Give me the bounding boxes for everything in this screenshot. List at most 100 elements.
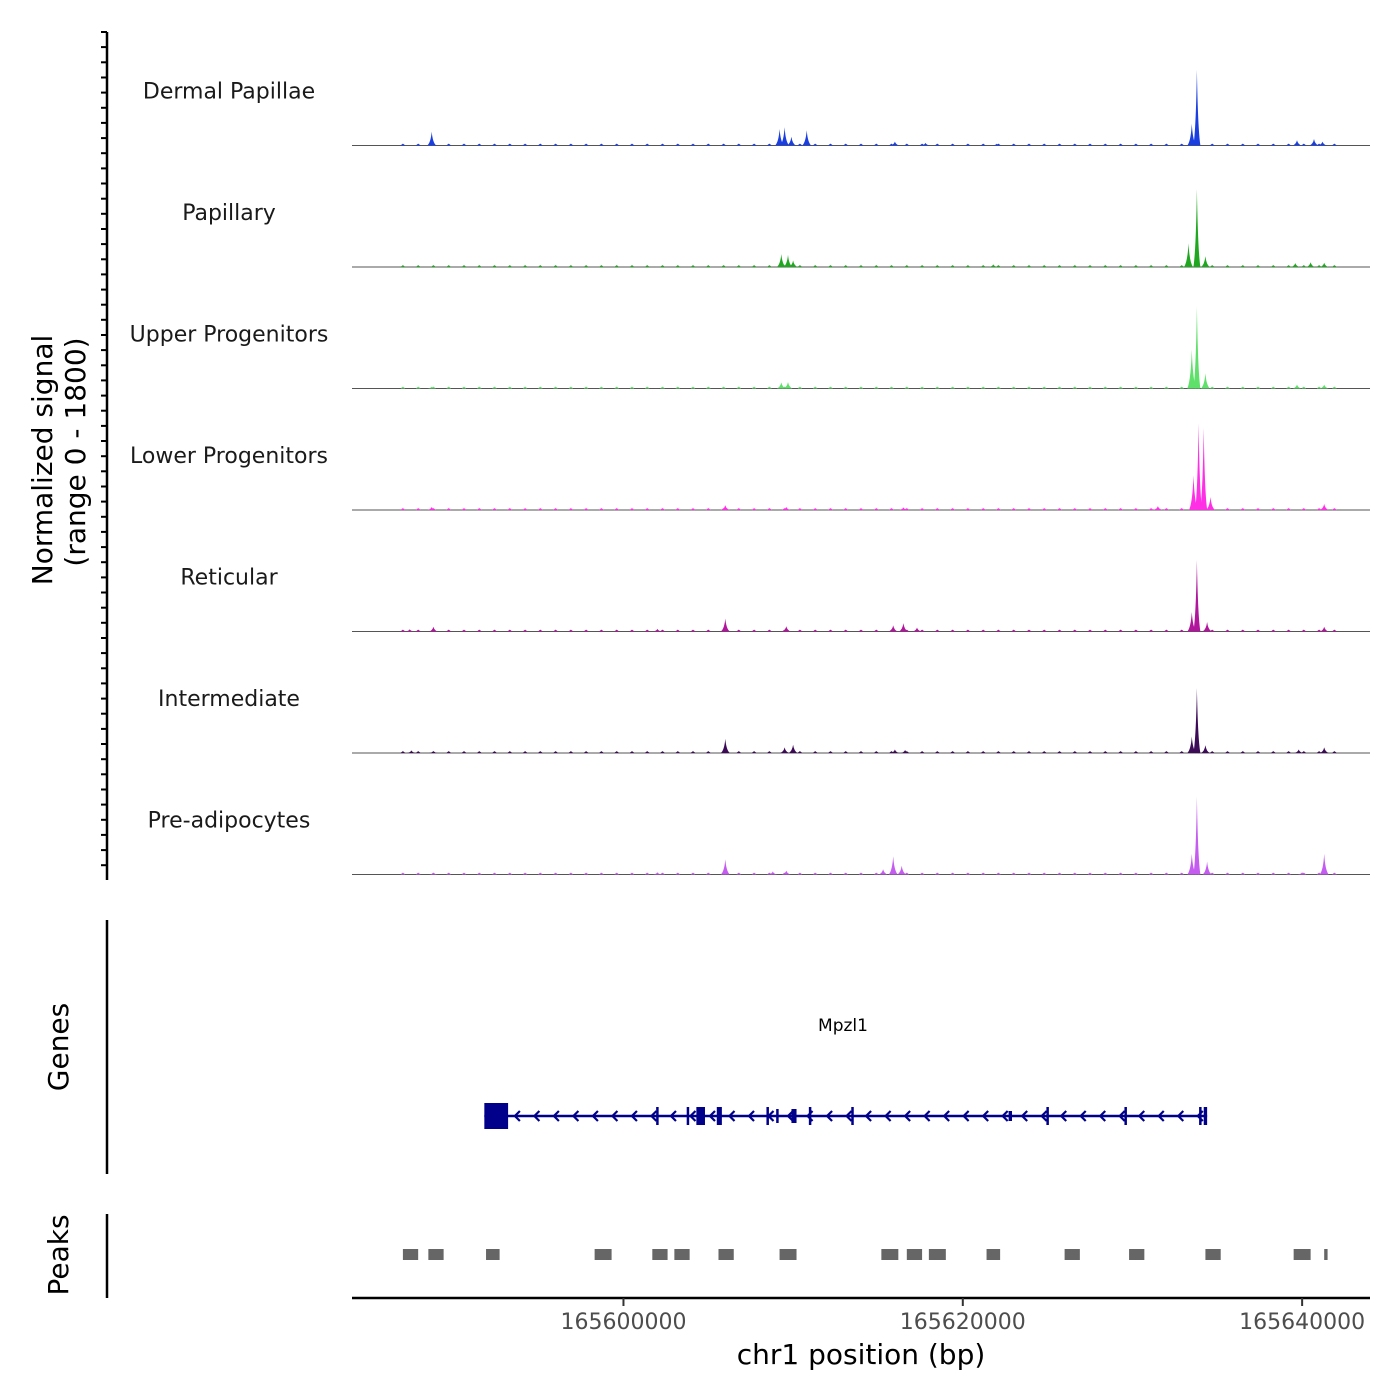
- track-noise-papillary: [400, 265, 1337, 268]
- signal-peak: [781, 507, 791, 510]
- signal-peak: [783, 254, 793, 267]
- peak-region: [594, 1249, 612, 1260]
- track-dermal-papillae: Dermal Papillae: [143, 69, 1370, 146]
- exon: [696, 1107, 705, 1125]
- strand-arrow: [884, 1110, 892, 1122]
- signal-peak: [652, 628, 662, 632]
- exon: [1008, 1111, 1013, 1121]
- peak-region: [906, 1249, 923, 1260]
- signal-tracks: Dermal Papillae Papillary Upper Progenitor…: [130, 69, 1370, 875]
- peak-region: [402, 1249, 419, 1260]
- signal-peak: [1193, 69, 1201, 146]
- strand-arrow: [1079, 1110, 1087, 1122]
- signal-peak: [897, 865, 907, 875]
- signal-peak: [1193, 306, 1201, 389]
- x-axis-ticks: 165600000 165620000 165640000: [560, 1298, 1365, 1335]
- signal-peak: [1294, 749, 1304, 753]
- track-label-intermediate: Intermediate: [158, 687, 300, 712]
- signal-peak: [1153, 506, 1163, 510]
- strand-arrow: [571, 1110, 580, 1122]
- strand-arrow: [786, 1110, 794, 1122]
- signal-peak: [1184, 243, 1193, 267]
- signal-peak: [1306, 262, 1316, 267]
- strand-arrow: [747, 1110, 755, 1122]
- signal-peak: [890, 749, 900, 753]
- strand-arrow: [669, 1110, 677, 1122]
- signal-peak: [1319, 503, 1329, 510]
- signal-peak: [1187, 736, 1197, 753]
- x-tick-label: 165600000: [560, 1310, 686, 1335]
- signal-peak: [1318, 141, 1327, 146]
- y-axis-title-line1: Normalized signal: [26, 335, 59, 586]
- signal-peak: [788, 744, 798, 753]
- strand-arrow: [1040, 1110, 1048, 1122]
- peak-region: [779, 1249, 797, 1260]
- signal-peak: [1195, 423, 1203, 510]
- track-papillary: Papillary: [182, 189, 1370, 268]
- peak-region: [1324, 1249, 1328, 1260]
- signal-peak: [786, 136, 796, 146]
- exon: [484, 1103, 509, 1129]
- signal-peak: [783, 382, 793, 389]
- strand-arrow: [1059, 1110, 1067, 1122]
- peak-region: [1293, 1249, 1311, 1260]
- signal-peak: [1187, 612, 1197, 632]
- signal-peak: [888, 856, 898, 875]
- signal-peak: [428, 872, 438, 875]
- track-lower-progenitors: Lower Progenitors: [130, 423, 1370, 511]
- signal-peak: [427, 131, 437, 146]
- peak-region: [986, 1249, 1001, 1260]
- track-noise-intermediate: [400, 751, 1337, 754]
- x-axis-title: chr1 position (bp): [737, 1338, 986, 1371]
- y-axis-title-line2: (range 0 - 1800): [59, 337, 92, 566]
- strand-arrow: [532, 1110, 541, 1122]
- signal-peak: [888, 625, 898, 632]
- track-label-dermal-papillae: Dermal Papillae: [143, 80, 315, 105]
- signal-peak: [912, 627, 922, 632]
- signal-peak: [1189, 475, 1198, 510]
- track-noise-dermal-papillae: [400, 143, 1337, 146]
- signal-peak: [1206, 497, 1215, 510]
- signal-peak: [1193, 796, 1201, 875]
- signal-peak: [1187, 123, 1197, 146]
- strand-arrow: [942, 1110, 950, 1122]
- signal-peak: [878, 869, 888, 875]
- strand-arrow: [610, 1110, 619, 1122]
- signal-peak: [898, 623, 908, 632]
- exon: [1203, 1107, 1208, 1125]
- strand-arrow: [1118, 1110, 1126, 1122]
- signal-peak: [1200, 256, 1210, 267]
- peak-region: [1205, 1249, 1221, 1260]
- strand-arrow: [825, 1110, 833, 1122]
- strand-arrow: [688, 1110, 697, 1122]
- signal-peak: [780, 127, 790, 146]
- signal-peak: [1309, 139, 1319, 146]
- strand-arrow: [1157, 1110, 1165, 1122]
- peak-region: [652, 1249, 668, 1260]
- strand-arrow: [552, 1110, 560, 1122]
- signal-peak: [788, 260, 798, 267]
- strand-arrow: [903, 1110, 911, 1122]
- peak-region: [1064, 1249, 1080, 1260]
- signal-peak: [1292, 384, 1302, 389]
- signal-peak: [1193, 189, 1201, 267]
- track-label-papillary: Papillary: [182, 201, 276, 226]
- exon: [791, 1109, 797, 1123]
- signal-peak: [1187, 853, 1197, 875]
- peak-region: [718, 1249, 734, 1260]
- signal-peak: [768, 871, 778, 875]
- track-reticular: Reticular: [180, 560, 1370, 632]
- track-label-reticular: Reticular: [180, 566, 278, 591]
- strand-arrow: [1001, 1110, 1009, 1122]
- signal-peak: [776, 382, 786, 389]
- strand-arrow: [864, 1110, 872, 1122]
- peak-regions: [402, 1249, 1328, 1260]
- signal-peak: [1319, 384, 1329, 389]
- strand-arrow: [630, 1110, 638, 1122]
- signal-peak: [1319, 626, 1329, 632]
- signal-peak: [1297, 872, 1307, 875]
- signal-peak: [427, 386, 437, 389]
- signal-peak: [1319, 262, 1329, 267]
- gene-name-label: Mpzl1: [818, 1016, 868, 1036]
